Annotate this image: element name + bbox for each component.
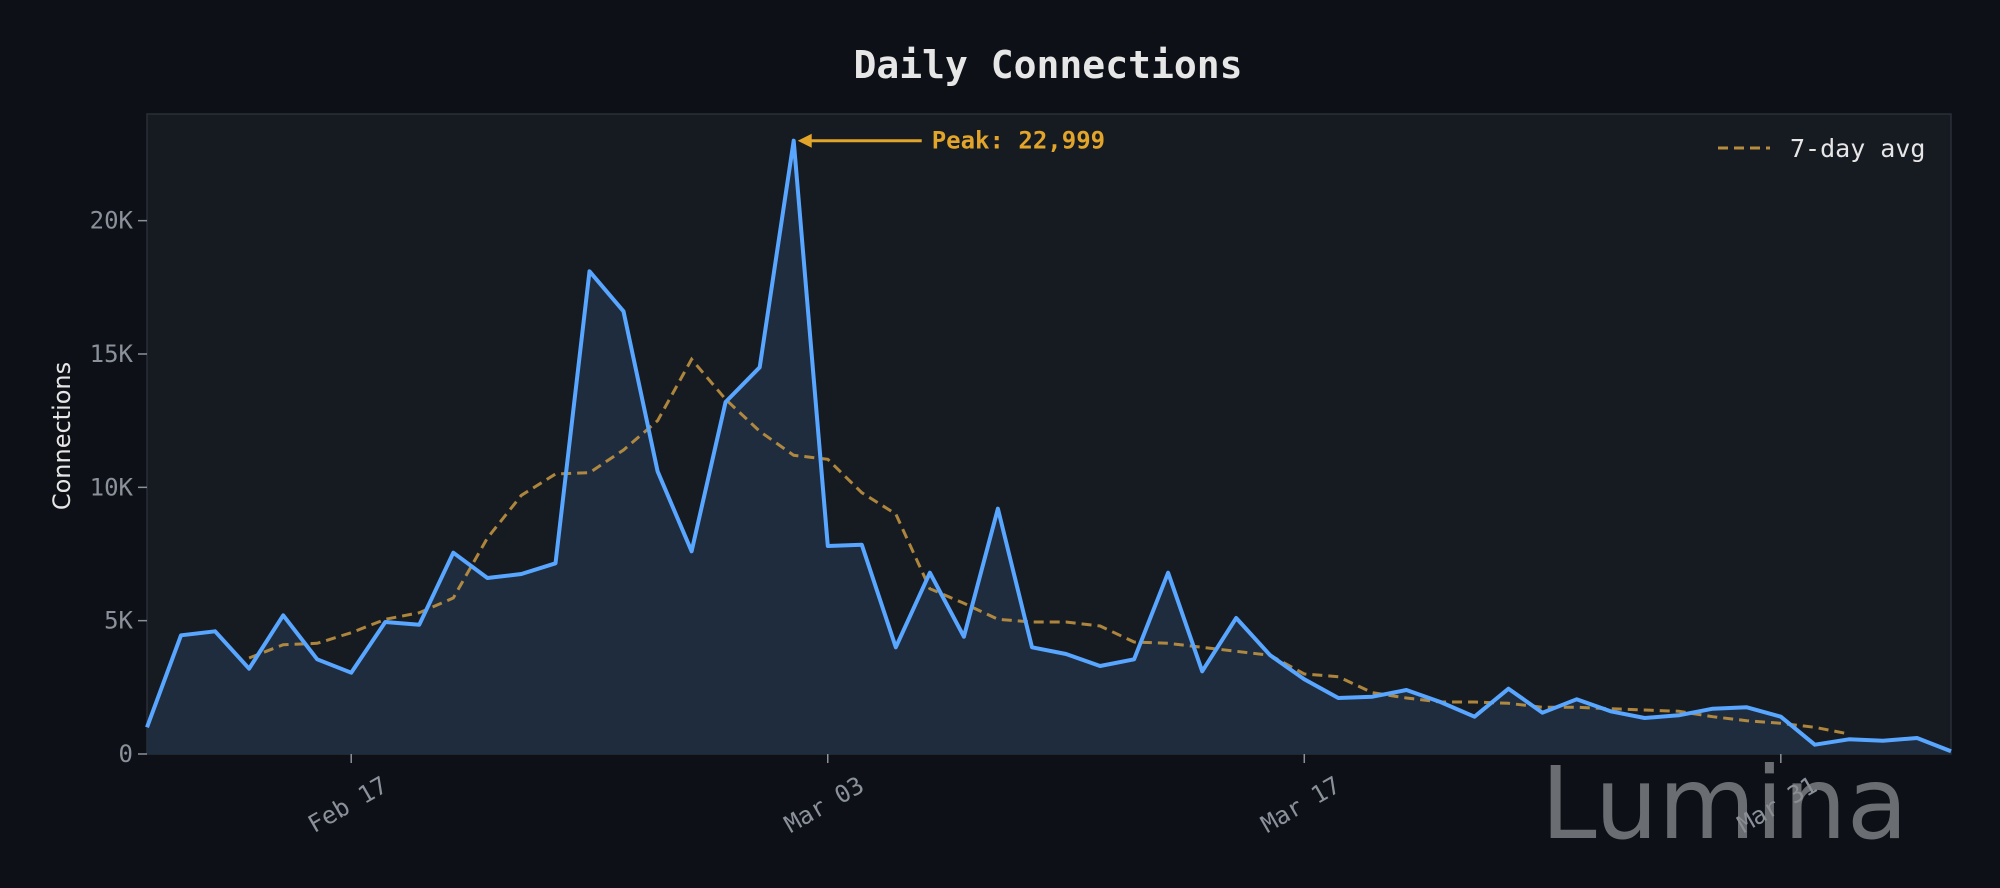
- x-tick-label: Mar 17: [1256, 771, 1345, 839]
- y-tick-label: 5K: [104, 607, 133, 635]
- y-tick-label: 10K: [90, 473, 134, 501]
- chart-title: Daily Connections: [854, 43, 1243, 87]
- watermark-logo: Lumina: [1541, 745, 1908, 862]
- x-tick-label: Mar 03: [780, 771, 869, 839]
- area-layer: [147, 140, 1951, 754]
- peak-annotation: Peak: 22,999: [797, 127, 1105, 155]
- legend-label-7-day-avg: 7-day avg: [1790, 134, 1925, 163]
- annotation-label: Peak: 22,999: [932, 127, 1105, 155]
- legend: 7-day avg: [1718, 134, 1925, 163]
- series-line-7-day-avg: [248, 356, 1850, 736]
- y-tick-label: 15K: [90, 340, 134, 368]
- annotation-arrow-head: [797, 133, 812, 148]
- x-tick-label: Feb 17: [303, 771, 392, 839]
- y-axis: 0 5K 10K 15K 20K: [90, 207, 147, 768]
- avg-layer: [248, 356, 1850, 736]
- y-axis-label: Connections: [48, 362, 76, 510]
- y-tick-label: 20K: [90, 207, 134, 235]
- series-area-fill: [147, 140, 1951, 754]
- line-layer: [145, 138, 1952, 754]
- series-line-connections: [145, 138, 1952, 754]
- y-tick-label: 0: [119, 740, 133, 768]
